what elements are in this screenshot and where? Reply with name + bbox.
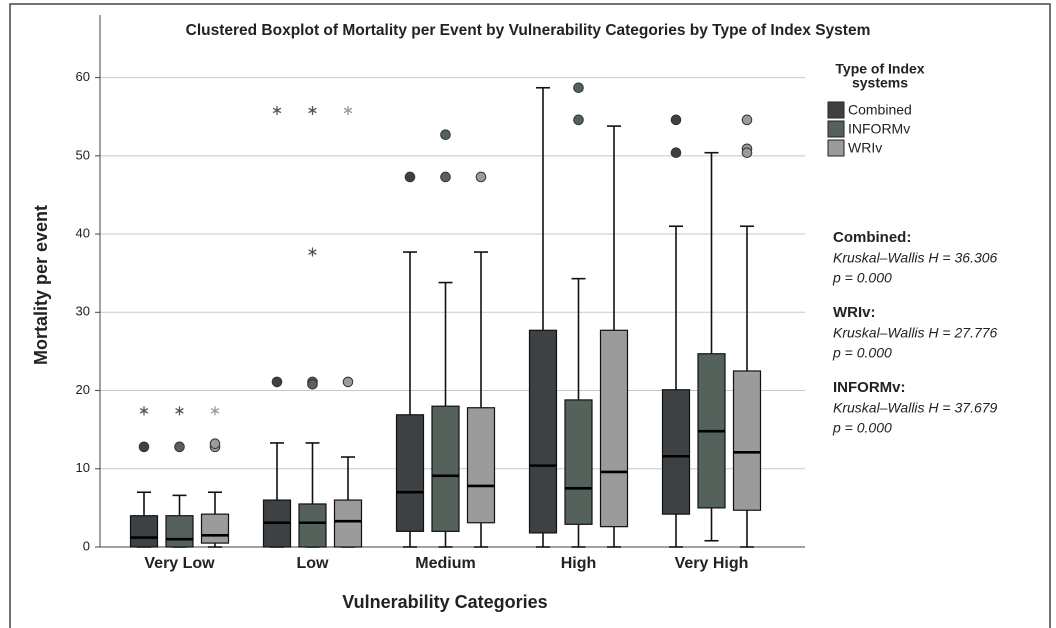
outlier: [440, 171, 451, 183]
outlier: [271, 376, 283, 388]
outlier: [138, 441, 150, 453]
box: [431, 405, 460, 532]
annotation-text: Kruskal–Wallis H = 36.306: [833, 250, 998, 266]
y-axis-label: Mortality per event: [31, 205, 51, 365]
box: [528, 329, 558, 534]
extreme: [343, 105, 353, 115]
outlier: [573, 82, 584, 94]
y-tick-label: 0: [83, 538, 90, 553]
legend-label: WRIv: [848, 140, 882, 156]
outlier: [404, 171, 416, 183]
legend-label: INFORMv: [848, 121, 910, 137]
legend-swatch: [827, 101, 845, 119]
outlier: [670, 114, 682, 126]
annotation-heading: WRIv:: [833, 304, 876, 321]
legend-title: systems: [852, 75, 908, 91]
extreme: [308, 105, 317, 115]
annotation-text: Kruskal–Wallis H = 27.776: [833, 325, 998, 341]
legend-label: Combined: [848, 102, 912, 118]
box: [298, 503, 327, 548]
annotation-text: p = 0.000: [832, 420, 892, 436]
extreme: [210, 406, 220, 416]
annotation-heading: Combined:: [833, 229, 911, 246]
x-tick-label: Low: [297, 555, 330, 572]
outlier: [573, 114, 584, 126]
annotation-text: p = 0.000: [832, 345, 892, 361]
x-tick-label: High: [561, 555, 597, 572]
extreme: [272, 105, 282, 115]
outlier: [209, 438, 221, 450]
outlier: [670, 147, 682, 158]
annotation-heading: INFORMv:: [833, 379, 906, 396]
x-tick-label: Very High: [675, 555, 749, 572]
y-tick-label: 30: [76, 304, 90, 319]
outlier: [342, 376, 354, 388]
box: [333, 499, 363, 548]
y-tick-label: 10: [76, 460, 90, 475]
y-tick-label: 20: [76, 382, 90, 397]
box: [599, 329, 629, 528]
x-tick-label: Medium: [415, 555, 475, 572]
extreme: [139, 406, 149, 416]
extreme: [308, 247, 317, 257]
box: [466, 407, 496, 524]
outlier: [307, 378, 318, 390]
outlier: [741, 147, 753, 158]
frame: [9, 3, 1051, 628]
box: [200, 513, 230, 544]
box: [661, 389, 691, 515]
outlier: [741, 114, 753, 126]
y-tick-label: 50: [76, 147, 90, 162]
y-tick-label: 60: [76, 69, 90, 84]
legend-swatch: [827, 139, 845, 157]
box: [129, 515, 159, 548]
outlier: [440, 129, 451, 140]
y-tick-label: 40: [76, 225, 90, 240]
annotation-text: p = 0.000: [832, 270, 892, 286]
outlier: [475, 171, 487, 183]
box: [165, 515, 194, 548]
box: [564, 399, 593, 525]
extreme: [175, 406, 184, 416]
outlier: [174, 441, 185, 453]
chart-title: Clustered Boxplot of Mortality per Event…: [186, 22, 871, 39]
legend-swatch: [827, 120, 845, 138]
x-tick-label: Very Low: [144, 555, 215, 572]
legend-title: Type of Index: [835, 61, 924, 77]
box: [395, 414, 425, 532]
annotation-text: Kruskal–Wallis H = 37.679: [833, 400, 998, 416]
box: [732, 370, 762, 511]
x-axis-label: Vulnerability Categories: [342, 592, 547, 612]
